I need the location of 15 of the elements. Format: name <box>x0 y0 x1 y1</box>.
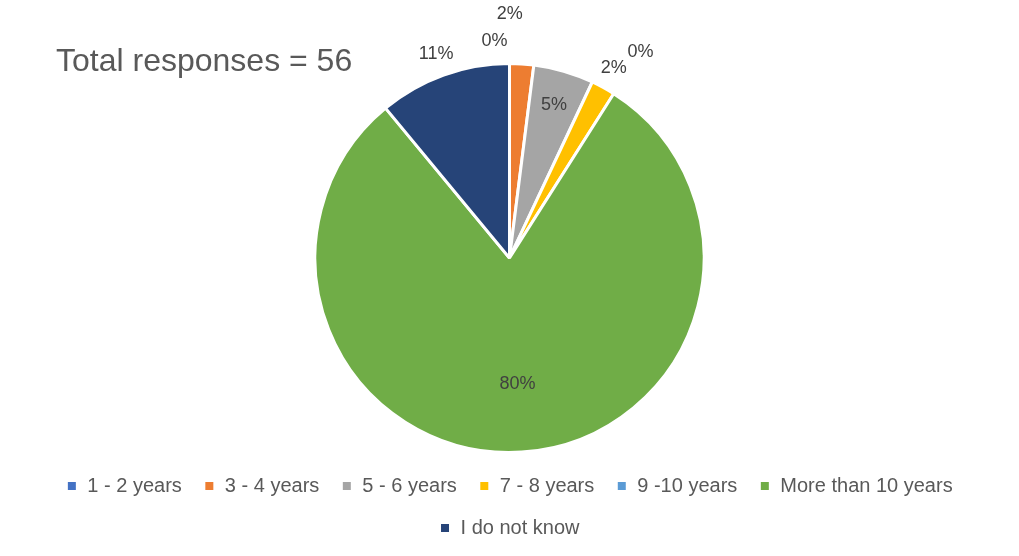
data-label: 80% <box>499 373 536 394</box>
data-label: 2% <box>496 2 523 23</box>
data-label: 5% <box>540 93 567 114</box>
text: 0% <box>481 30 508 51</box>
legend-label: 7 - 8 years <box>499 473 595 496</box>
legend-label: 5 - 6 years <box>362 473 457 496</box>
data-label: 2% <box>600 57 627 78</box>
legend-label: 3 - 4 years <box>224 473 320 496</box>
text: Total responses = 56 <box>56 41 353 78</box>
text: 0% <box>627 40 654 61</box>
legend-label: 1 - 2 years <box>87 473 182 496</box>
legend-label: I do not know <box>460 515 581 538</box>
legend-label: 9 -10 years <box>637 473 738 496</box>
legend-label: More than 10 years <box>780 473 953 496</box>
data-label: 11% <box>418 43 454 64</box>
